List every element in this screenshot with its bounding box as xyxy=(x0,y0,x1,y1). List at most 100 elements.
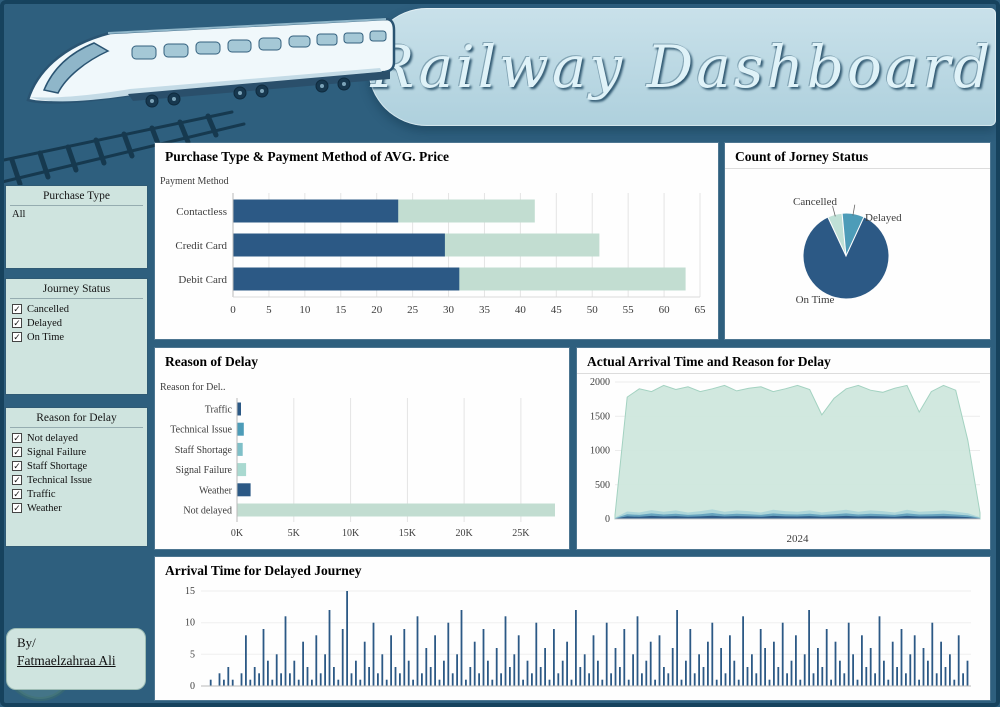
svg-text:45: 45 xyxy=(551,304,563,316)
reason-for-delay-option-signal-failure[interactable]: ✓ Signal Failure xyxy=(10,445,143,459)
svg-text:50: 50 xyxy=(587,304,599,316)
svg-text:10: 10 xyxy=(299,304,311,316)
checkbox-checked-icon[interactable]: ✓ xyxy=(12,304,22,314)
svg-text:35: 35 xyxy=(479,304,491,316)
delayed-journey-chart-title: Arrival Time for Delayed Journey xyxy=(165,563,362,578)
svg-text:Not delayed: Not delayed xyxy=(183,506,232,517)
svg-text:10K: 10K xyxy=(342,528,360,539)
checkbox-checked-icon[interactable]: ✓ xyxy=(12,475,22,485)
checkbox-checked-icon[interactable]: ✓ xyxy=(12,489,22,499)
checkbox-checked-icon[interactable]: ✓ xyxy=(12,447,22,457)
svg-text:10: 10 xyxy=(185,618,195,629)
svg-text:Traffic: Traffic xyxy=(205,405,233,416)
payment-method-chart-title: Purchase Type & Payment Method of AVG. P… xyxy=(165,149,449,164)
checkbox-label: Technical Issue xyxy=(27,474,92,486)
checkbox-checked-icon[interactable]: ✓ xyxy=(12,503,22,513)
svg-text:0: 0 xyxy=(190,681,195,692)
header-banner: Railway Dashboard xyxy=(368,8,996,126)
checkbox-checked-icon[interactable]: ✓ xyxy=(12,318,22,328)
reason-axis-label: Reason for Del.. xyxy=(160,382,226,393)
svg-text:60: 60 xyxy=(659,304,671,316)
journey-status-pie-chart[interactable]: Cancelled Delayed On Time xyxy=(725,169,990,339)
reason-for-delay-option-weather[interactable]: ✓ Weather xyxy=(10,501,143,515)
checkbox-label: Traffic xyxy=(27,488,56,500)
svg-text:5: 5 xyxy=(266,304,272,316)
checkbox-label: Cancelled xyxy=(27,303,69,315)
checkbox-checked-icon[interactable]: ✓ xyxy=(12,332,22,342)
author-credit: By/ Fatmaelzahraa Ali xyxy=(6,628,146,690)
checkbox-label: Staff Shortage xyxy=(27,460,88,472)
svg-text:0: 0 xyxy=(605,514,610,525)
train-body-icon xyxy=(26,17,396,108)
delayed-journey-chart-card: Arrival Time for Delayed Journey 0 5 10 15 xyxy=(155,557,990,700)
reason-of-delay-bar-chart[interactable]: Reason for Del.. Traffic Technical Issue St… xyxy=(155,374,569,549)
svg-text:30: 30 xyxy=(443,304,455,316)
svg-text:Cancelled: Cancelled xyxy=(793,196,837,208)
reason-of-delay-chart-card: Reason of Delay Reason for Del.. Traffic T… xyxy=(155,348,569,549)
journey-status-filter: Journey Status ✓ Cancelled ✓ Delayed ✓ On Tim… xyxy=(5,278,148,395)
svg-text:15: 15 xyxy=(335,304,347,316)
reason-for-delay-option-technical-issue[interactable]: ✓ Technical Issue xyxy=(10,473,143,487)
svg-text:1000: 1000 xyxy=(590,446,610,457)
checkbox-label: Weather xyxy=(27,502,62,514)
svg-text:55: 55 xyxy=(623,304,635,316)
payment-method-chart-card: Purchase Type & Payment Method of AVG. P… xyxy=(155,143,718,339)
bar xyxy=(237,402,241,416)
reason-for-delay-filter: Reason for Delay ✓ Not delayed ✓ Signal Fai… xyxy=(5,407,148,547)
bar xyxy=(237,503,555,517)
bar xyxy=(237,463,247,477)
svg-text:On Time: On Time xyxy=(796,294,835,306)
bar xyxy=(237,442,243,456)
journey-status-pie-card: Count of Jorney Status Cancelled Delayed O… xyxy=(725,143,990,339)
svg-text:0: 0 xyxy=(230,304,236,316)
reason-for-delay-filter-title: Reason for Delay xyxy=(10,410,143,428)
checkbox-label: Signal Failure xyxy=(27,446,87,458)
journey-status-pie-title: Count of Jorney Status xyxy=(725,143,990,169)
reason-for-delay-option-not-delayed[interactable]: ✓ Not delayed xyxy=(10,431,143,445)
svg-text:15: 15 xyxy=(185,586,195,597)
svg-text:20: 20 xyxy=(371,304,383,316)
svg-text:5: 5 xyxy=(190,649,195,660)
railway-track-icon xyxy=(0,110,246,185)
svg-text:Technical Issue: Technical Issue xyxy=(170,425,232,436)
arrival-time-area-chart[interactable]: 0 500 1000 1500 2000 2024 xyxy=(577,374,990,549)
svg-text:Delayed: Delayed xyxy=(865,212,902,224)
pie-slice-on-time xyxy=(802,216,890,300)
svg-text:0K: 0K xyxy=(231,528,244,539)
svg-text:Signal Failure: Signal Failure xyxy=(176,465,233,476)
svg-text:Weather: Weather xyxy=(199,485,233,496)
svg-text:2024: 2024 xyxy=(787,533,810,545)
bar xyxy=(237,422,244,436)
journey-status-option-delayed[interactable]: ✓ Delayed xyxy=(10,316,143,330)
svg-text:20K: 20K xyxy=(455,528,473,539)
bar-primary xyxy=(233,267,460,291)
reason-for-delay-options: ✓ Not delayed ✓ Signal Failure ✓ Staff Shorta… xyxy=(10,431,143,515)
bar xyxy=(237,483,251,497)
area-series-delay-layer-3 xyxy=(615,515,980,519)
journey-status-options: ✓ Cancelled ✓ Delayed ✓ On Time xyxy=(10,302,143,344)
svg-text:40: 40 xyxy=(515,304,527,316)
purchase-type-filter: Purchase Type All xyxy=(5,185,148,269)
svg-text:15K: 15K xyxy=(399,528,417,539)
reason-for-delay-option-staff-shortage[interactable]: ✓ Staff Shortage xyxy=(10,459,143,473)
page-title: Railway Dashboard xyxy=(370,33,994,101)
bar-primary xyxy=(233,233,445,257)
payment-method-bar-chart[interactable]: Payment Method Contactless Credit Card Debi… xyxy=(155,169,718,339)
svg-text:25: 25 xyxy=(407,304,419,316)
journey-status-option-cancelled[interactable]: ✓ Cancelled xyxy=(10,302,143,316)
checkbox-label: Delayed xyxy=(27,317,62,329)
payment-axis-label: Payment Method xyxy=(160,176,229,187)
checkbox-checked-icon[interactable]: ✓ xyxy=(12,461,22,471)
arrival-time-area-title: Actual Arrival Time and Reason for Delay xyxy=(577,348,990,374)
svg-text:Debit Card: Debit Card xyxy=(178,274,227,286)
purchase-type-value-dropdown[interactable]: All xyxy=(12,209,26,220)
delayed-journey-spike-chart[interactable]: 0 5 10 15 xyxy=(155,583,990,700)
journey-status-option-on-time[interactable]: ✓ On Time xyxy=(10,330,143,344)
purchase-type-filter-title: Purchase Type xyxy=(10,188,143,206)
svg-text:25K: 25K xyxy=(512,528,530,539)
checkbox-label: On Time xyxy=(27,331,65,343)
reason-for-delay-option-traffic[interactable]: ✓ Traffic xyxy=(10,487,143,501)
checkbox-checked-icon[interactable]: ✓ xyxy=(12,433,22,443)
arrival-time-area-card: Actual Arrival Time and Reason for Delay… xyxy=(577,348,990,549)
